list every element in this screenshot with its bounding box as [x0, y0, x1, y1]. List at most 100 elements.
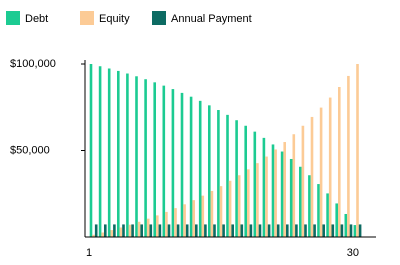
bar	[176, 224, 180, 237]
bar	[299, 166, 302, 237]
bar	[289, 158, 293, 237]
x-tick-label: 1	[86, 247, 92, 259]
bar	[349, 224, 353, 237]
bar	[301, 125, 305, 237]
bar	[322, 224, 325, 237]
bar	[153, 82, 156, 237]
bar	[228, 180, 232, 237]
bar	[317, 184, 320, 237]
bar	[144, 79, 147, 237]
bar	[219, 186, 223, 237]
bar	[185, 224, 189, 237]
bar	[231, 224, 234, 237]
bar	[192, 200, 195, 237]
bar	[237, 175, 241, 237]
bar	[256, 163, 259, 237]
bar	[195, 224, 198, 237]
bar	[171, 89, 175, 238]
bar	[308, 175, 311, 237]
bar	[283, 142, 286, 237]
bar	[122, 224, 125, 237]
bar	[92, 234, 95, 237]
legend-swatch	[6, 11, 20, 25]
bar	[292, 134, 296, 237]
legend-label: Annual Payment	[171, 13, 252, 25]
bar	[158, 224, 162, 237]
bar	[313, 224, 316, 237]
bar	[167, 224, 171, 237]
bar	[128, 224, 132, 237]
bar	[104, 224, 107, 237]
bar	[326, 193, 329, 237]
bar	[244, 125, 247, 237]
bar	[146, 218, 150, 237]
bar	[344, 213, 348, 237]
bar	[304, 224, 307, 237]
bar	[295, 224, 298, 237]
bar	[198, 100, 202, 237]
bar	[335, 203, 338, 237]
bar	[101, 232, 104, 237]
bar	[113, 224, 116, 237]
bar	[210, 190, 214, 237]
x-tick-label: 30	[347, 247, 359, 259]
bar	[274, 149, 277, 237]
bar	[286, 224, 289, 237]
bar	[253, 131, 257, 237]
bar	[165, 211, 168, 237]
bar	[110, 230, 114, 237]
bar	[174, 208, 177, 237]
bar	[280, 151, 284, 237]
bar	[189, 96, 193, 238]
legend-label: Equity	[99, 13, 130, 25]
bar	[140, 224, 143, 237]
bar	[331, 224, 335, 237]
bar	[356, 64, 359, 237]
bar	[262, 137, 266, 237]
bar	[201, 195, 205, 237]
bar	[328, 97, 332, 237]
bar	[162, 85, 166, 237]
bar	[149, 224, 153, 237]
bar	[208, 105, 211, 237]
bar	[265, 156, 268, 237]
y-tick-label: $50,000	[10, 144, 50, 156]
bar	[258, 224, 262, 237]
bar	[358, 224, 362, 237]
bar	[135, 76, 138, 238]
bar	[319, 107, 323, 237]
bar	[98, 66, 102, 238]
bar	[276, 224, 280, 237]
bar	[94, 224, 98, 237]
bar	[222, 224, 225, 237]
bar	[340, 224, 344, 237]
bar	[267, 224, 271, 237]
bar	[217, 110, 220, 237]
bar	[137, 221, 141, 237]
bar	[347, 75, 350, 237]
legend-label: Debt	[25, 13, 48, 25]
bar	[180, 92, 184, 238]
bar	[183, 204, 186, 237]
bar	[204, 224, 207, 237]
legend-swatch	[152, 11, 166, 25]
bar	[117, 70, 120, 237]
bar	[107, 68, 111, 237]
bar	[249, 224, 253, 237]
legend-swatch	[80, 11, 94, 25]
y-tick-label: $100,000	[10, 58, 56, 70]
bar	[240, 224, 244, 237]
bar	[247, 169, 250, 237]
bar	[271, 144, 275, 237]
bar	[310, 116, 314, 237]
bar	[338, 87, 341, 237]
bar	[126, 73, 129, 237]
bar	[131, 224, 134, 237]
bar	[353, 225, 357, 237]
bar	[226, 114, 229, 237]
bar	[235, 120, 238, 237]
bar	[89, 64, 93, 237]
bar	[119, 227, 123, 237]
bar	[156, 215, 159, 237]
